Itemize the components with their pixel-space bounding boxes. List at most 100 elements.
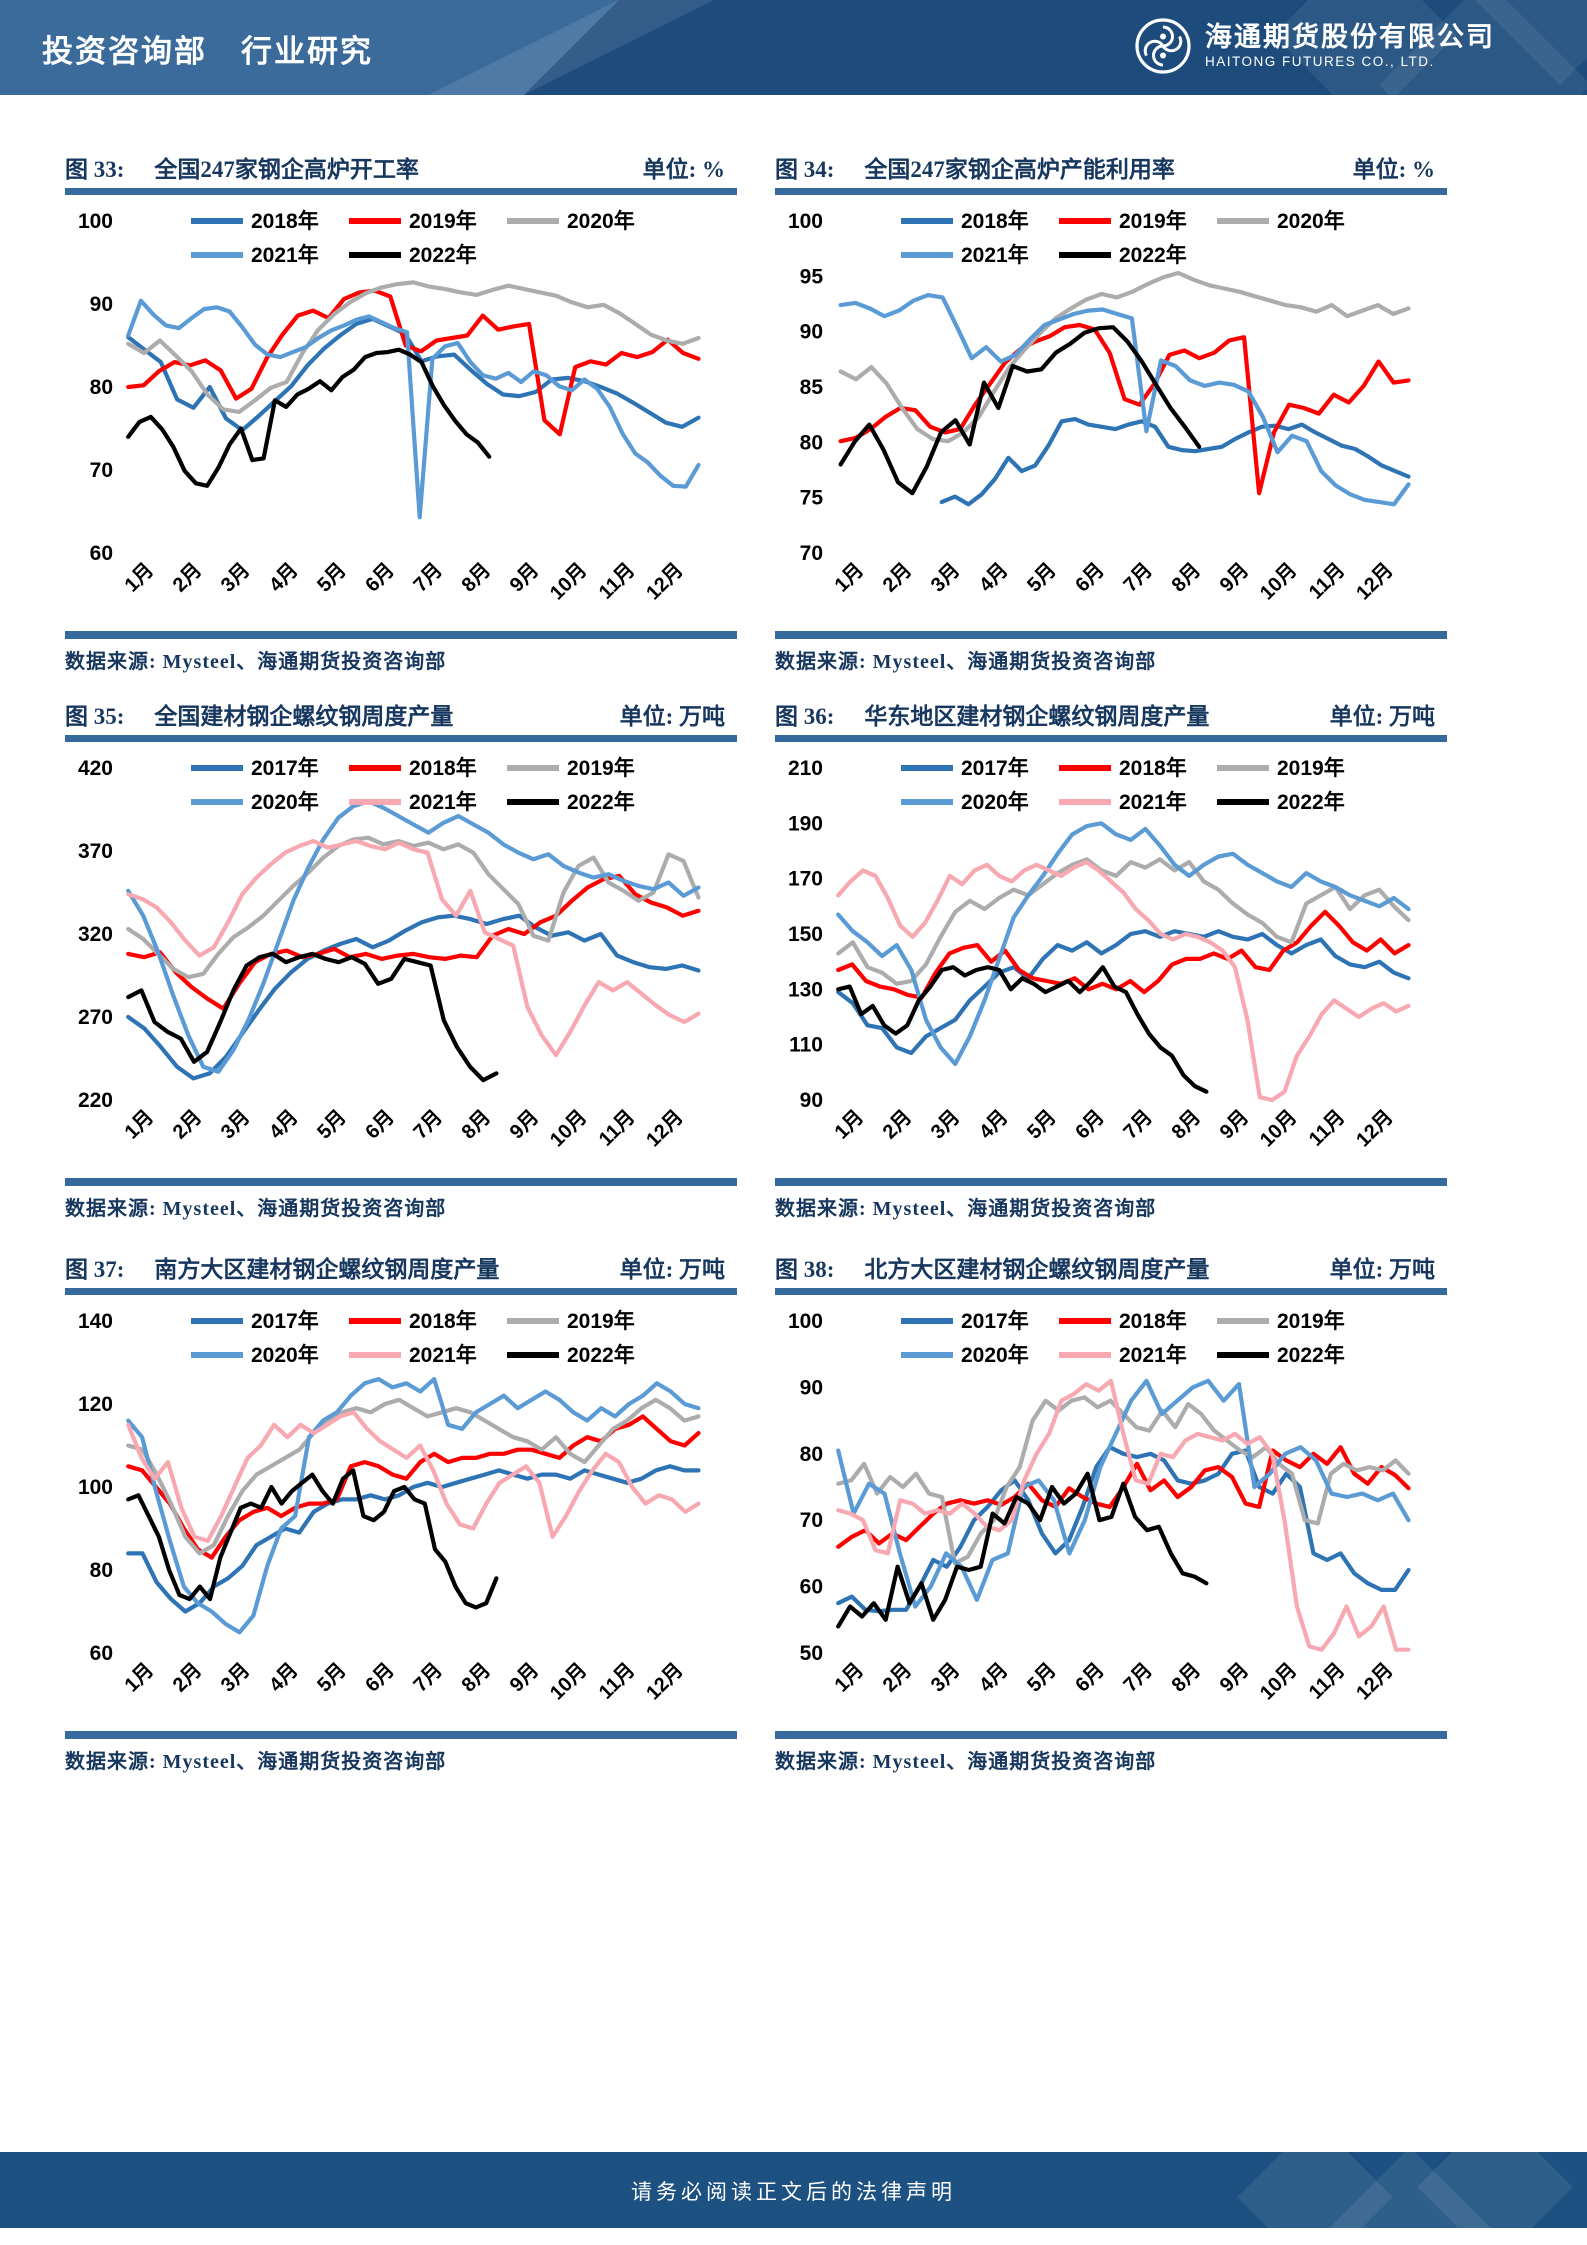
x-tick-label: 8月 <box>1168 1106 1206 1144</box>
series-line <box>836 909 1411 1000</box>
y-tick-label: 270 <box>78 1006 113 1029</box>
header-decoration-polygon <box>0 0 619 95</box>
legend-label: 2018年 <box>1119 756 1187 780</box>
figure-label: 图 36: <box>775 704 835 729</box>
x-tick-label: 5月 <box>1023 559 1061 597</box>
x-tick-label: 7月 <box>409 1106 447 1144</box>
series-line <box>939 417 1411 507</box>
title-divider <box>775 735 1447 742</box>
x-tick-label: 12月 <box>642 1106 687 1151</box>
x-tick-label: 2月 <box>879 1106 917 1144</box>
x-tick-label: 11月 <box>1305 1659 1350 1704</box>
series-line <box>836 821 1411 1067</box>
chart-canvas-fig38: 100 90 80 70 60 50 1月 2月 3月 4月 5月 6月 7月 8月 9月 10月 11月 12月… <box>788 1309 1411 1704</box>
legend-label: 2018年 <box>409 756 477 780</box>
chart-title-row: 图 34: 全国247家钢企高炉产能利用率 单位: % <box>775 150 1447 184</box>
figure-label: 图 37: <box>65 1257 125 1282</box>
title-divider <box>65 735 737 742</box>
series-line <box>838 270 1411 444</box>
legend-label: 2017年 <box>961 756 1029 780</box>
x-tick-label: 7月 <box>409 1659 447 1697</box>
legend-label: 2022年 <box>567 790 635 814</box>
x-tick-label: 7月 <box>1119 1106 1157 1144</box>
x-tick-label: 6月 <box>361 1106 399 1144</box>
legend-label: 2018年 <box>251 209 319 233</box>
series-line <box>126 873 701 1011</box>
unit-label: 单位: 万吨 <box>619 1257 725 1282</box>
figure-label: 图 35: <box>65 704 125 729</box>
y-tick-label: 80 <box>800 431 823 454</box>
x-tick-label: 8月 <box>458 1659 496 1697</box>
chart-block-fig36: 图 36: 华东地区建材钢企螺纹钢周度产量 单位: 万吨 210 190 170 15… <box>775 697 1447 1221</box>
x-tick-label: 9月 <box>506 559 544 597</box>
x-tick-label: 9月 <box>1216 559 1254 597</box>
x-tick-label: 7月 <box>1119 559 1157 597</box>
x-tick-label: 1月 <box>121 559 159 597</box>
legend-label: 2020年 <box>567 209 635 233</box>
x-tick-label: 11月 <box>595 559 640 604</box>
figure-label: 图 34: <box>775 157 835 182</box>
source-note: 数据来源: Mysteel、海通期货投资咨询部 <box>65 651 447 673</box>
series-line <box>836 1471 1209 1629</box>
legend-label: 2022年 <box>1277 1343 1345 1367</box>
source-divider <box>65 1178 737 1186</box>
chart-block-fig38: 图 38: 北方大区建材钢企螺纹钢周度产量 单位: 万吨 100 90 80 70 60… <box>775 1250 1447 1774</box>
x-tick-label: 8月 <box>458 559 496 597</box>
x-tick-label: 10月 <box>546 1659 591 1704</box>
series-line <box>126 298 701 520</box>
x-tick-label: 8月 <box>1168 559 1206 597</box>
y-tick-label: 90 <box>800 1089 823 1112</box>
chart-title: 南方大区建材钢企螺纹钢周度产量 <box>154 1257 500 1282</box>
y-tick-label: 100 <box>788 210 823 233</box>
x-tick-label: 12月 <box>642 1659 687 1704</box>
series-line <box>126 1376 701 1635</box>
chart-title-row: 图 36: 华东地区建材钢企螺纹钢周度产量 单位: 万吨 <box>775 697 1447 731</box>
x-tick-label: 10月 <box>1256 559 1301 604</box>
x-tick-label: 12月 <box>1352 1659 1397 1704</box>
legend-label: 2017年 <box>251 1309 319 1333</box>
series-line <box>126 913 701 1081</box>
series-line <box>838 325 1202 496</box>
company-name-cn: 海通期货股份有限公司 <box>1205 21 1495 52</box>
disclaimer-text: 请务必阅读正文后的法律声明 <box>631 2180 956 2204</box>
x-tick-label: 1月 <box>831 1659 869 1697</box>
legend-label: 2021年 <box>251 243 319 267</box>
source-note: 数据来源: Mysteel、海通期货投资咨询部 <box>775 1751 1157 1773</box>
legend-label: 2022年 <box>409 243 477 267</box>
series-line <box>836 857 1411 986</box>
x-tick-label: 8月 <box>458 1106 496 1144</box>
legend-label: 2019年 <box>1277 756 1345 780</box>
y-tick-label: 90 <box>800 1376 823 1399</box>
y-tick-label: 80 <box>90 1559 113 1582</box>
chart-block-fig33: 图 33: 全国247家钢企高炉开工率 单位: % 100 90 80 70 60 1月 2… <box>65 150 737 674</box>
legend-label: 2018年 <box>961 209 1029 233</box>
x-tick-label: 10月 <box>546 559 591 604</box>
unit-label: 单位: % <box>1352 157 1435 182</box>
company-logo: 海通期货股份有限公司 HAITONG FUTURES CO., LTD. <box>1133 16 1495 76</box>
series-line <box>126 288 701 437</box>
y-tick-label: 90 <box>90 293 113 316</box>
y-tick-label: 75 <box>800 487 824 510</box>
unit-label: 单位: % <box>642 157 725 182</box>
x-tick-label: 9月 <box>1216 1106 1254 1144</box>
legend-label: 2017年 <box>961 1309 1029 1333</box>
header-band: 投资咨询部 行业研究 海通期货股份有限公司 HAITONG FUTURES CO.… <box>0 0 1587 95</box>
series-line <box>836 965 1209 1094</box>
legend-label: 2019年 <box>1277 1309 1345 1333</box>
legend-label: 2018年 <box>1119 1309 1187 1333</box>
legend-label: 2020年 <box>251 790 319 814</box>
legend-label: 2019年 <box>567 1309 635 1333</box>
chart-title: 华东地区建材钢企螺纹钢周度产量 <box>864 704 1210 729</box>
x-tick-label: 4月 <box>975 1659 1013 1697</box>
footer-band: 请务必阅读正文后的法律声明 <box>0 2152 1587 2228</box>
chart-title-row: 图 35: 全国建材钢企螺纹钢周度产量 单位: 万吨 <box>65 697 737 731</box>
figure-label: 图 38: <box>775 1257 835 1282</box>
x-tick-label: 11月 <box>1305 1106 1350 1151</box>
y-tick-label: 130 <box>788 978 823 1001</box>
legend-label: 2018年 <box>409 1309 477 1333</box>
x-tick-label: 11月 <box>595 1659 640 1704</box>
x-tick-label: 5月 <box>313 1659 351 1697</box>
series-line <box>836 859 1411 1103</box>
y-tick-label: 85 <box>800 376 824 399</box>
legend-label: 2020年 <box>961 1343 1029 1367</box>
